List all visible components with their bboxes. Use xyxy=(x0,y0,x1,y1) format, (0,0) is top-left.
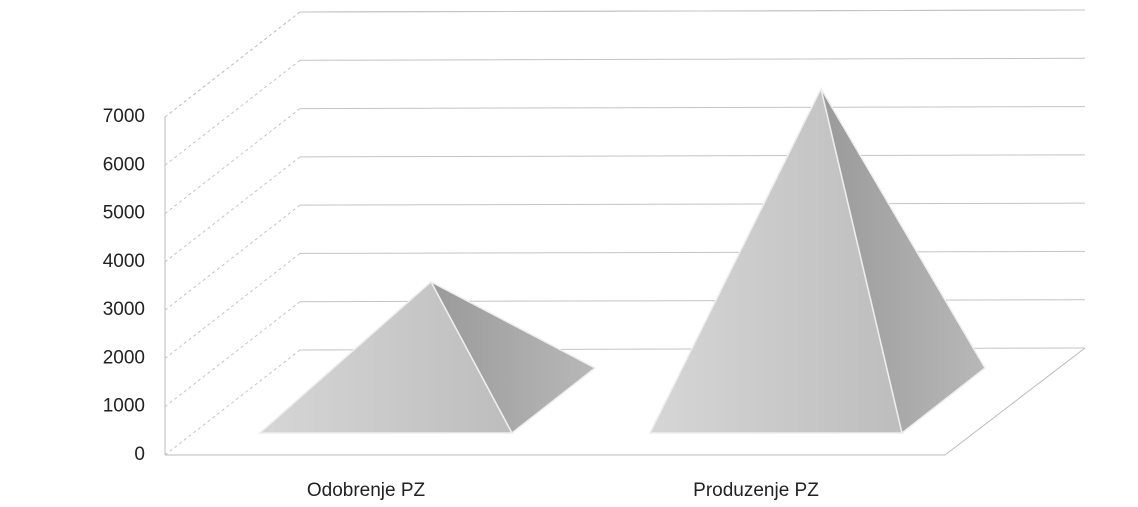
grid-line-wall-back xyxy=(299,9,1086,13)
grid-line-wall-back xyxy=(299,154,1086,158)
grid-line-wall-left xyxy=(164,156,301,263)
y-tick-label: 6000 xyxy=(103,154,145,175)
grid-line-wall-back xyxy=(299,202,1086,206)
y-tick-label: 1000 xyxy=(103,396,145,417)
grid-line-wall-left xyxy=(164,253,301,359)
y-tick-label: 5000 xyxy=(103,203,145,224)
x-tick-label: Produzenje PZ xyxy=(693,480,819,501)
pyramid xyxy=(258,279,597,435)
y-tick-label: 3000 xyxy=(103,299,145,320)
grid-line-wall-left xyxy=(164,59,301,166)
pyramid-side-face xyxy=(820,88,986,435)
grid-line xyxy=(164,106,1086,214)
grid-line xyxy=(164,154,1086,263)
y-tick-label: 7000 xyxy=(103,106,145,127)
y-tick-label: 4000 xyxy=(103,251,145,272)
grid-line-wall-back xyxy=(299,250,1086,254)
grid-line-wall-back xyxy=(299,106,1086,110)
grid-line-wall-back xyxy=(299,57,1086,61)
grid-line xyxy=(164,202,1086,311)
grid-line xyxy=(164,250,1086,359)
pyramid-side-face xyxy=(429,279,597,435)
floor-right-edge xyxy=(944,347,1086,456)
grid-line-wall-left xyxy=(164,204,301,311)
y-tick-label: 2000 xyxy=(103,347,145,368)
grid-line xyxy=(164,9,1086,118)
grid-line-wall-left xyxy=(164,11,301,118)
pyramid xyxy=(648,86,986,435)
grid-line xyxy=(164,57,1086,166)
x-tick-label: Odobrenje PZ xyxy=(307,480,426,501)
grid-line-wall-left xyxy=(164,108,301,214)
y-tick-label: 0 xyxy=(134,444,145,465)
grid-line-wall-left xyxy=(164,301,301,408)
grid-line-wall-left xyxy=(164,349,301,456)
